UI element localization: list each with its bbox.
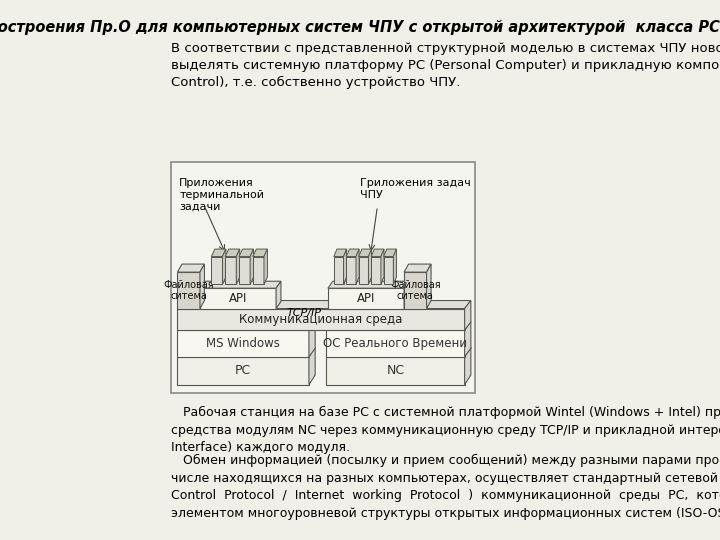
- Polygon shape: [464, 347, 471, 384]
- Polygon shape: [212, 256, 222, 285]
- FancyBboxPatch shape: [171, 162, 475, 393]
- Polygon shape: [326, 321, 471, 330]
- Polygon shape: [250, 249, 253, 285]
- Polygon shape: [328, 288, 404, 308]
- Polygon shape: [239, 256, 250, 285]
- Polygon shape: [177, 330, 309, 357]
- Polygon shape: [177, 347, 315, 357]
- Polygon shape: [326, 357, 464, 384]
- Text: PC: PC: [235, 364, 251, 377]
- Polygon shape: [381, 249, 384, 285]
- Polygon shape: [225, 256, 236, 285]
- Text: Приложения
терминальной
задачи: Приложения терминальной задачи: [179, 178, 264, 212]
- Text: Обмен информацией (посылку и прием сообщений) между разными парами программных м: Обмен информацией (посылку и прием сообщ…: [171, 454, 720, 520]
- Text: API: API: [229, 292, 247, 305]
- Text: В соответствии с представленной структурной моделью в системах ЧПУ нового поколе: В соответствии с представленной структур…: [171, 42, 720, 89]
- Polygon shape: [200, 288, 276, 308]
- Text: TCP/IP: TCP/IP: [287, 308, 321, 319]
- Text: ОС Реального Времени: ОС Реального Времени: [323, 337, 467, 350]
- Polygon shape: [404, 272, 426, 308]
- Polygon shape: [177, 321, 315, 330]
- Polygon shape: [426, 264, 431, 308]
- Polygon shape: [334, 256, 343, 285]
- Polygon shape: [404, 264, 431, 272]
- Polygon shape: [239, 249, 253, 256]
- Text: Коммуникационная среда: Коммуникационная среда: [239, 313, 402, 326]
- Polygon shape: [200, 281, 281, 288]
- Polygon shape: [328, 281, 409, 288]
- Polygon shape: [464, 301, 471, 330]
- Polygon shape: [372, 256, 381, 285]
- Text: MS Windows: MS Windows: [206, 337, 280, 350]
- Polygon shape: [334, 249, 346, 256]
- Polygon shape: [393, 249, 397, 285]
- Polygon shape: [343, 249, 346, 285]
- Polygon shape: [276, 281, 281, 308]
- Polygon shape: [326, 330, 464, 357]
- Polygon shape: [356, 249, 359, 285]
- Polygon shape: [177, 357, 309, 384]
- Polygon shape: [369, 249, 372, 285]
- Polygon shape: [464, 321, 471, 357]
- Polygon shape: [212, 249, 226, 256]
- Polygon shape: [236, 249, 240, 285]
- Text: API: API: [357, 292, 375, 305]
- Polygon shape: [384, 256, 393, 285]
- Polygon shape: [264, 249, 267, 285]
- Polygon shape: [359, 249, 372, 256]
- Text: Рабочая станция на базе PC с системной платформой Wintel (Windows + Intel) предо: Рабочая станция на базе PC с системной п…: [171, 406, 720, 454]
- Polygon shape: [177, 301, 471, 308]
- Polygon shape: [200, 264, 204, 308]
- Polygon shape: [177, 308, 464, 330]
- Polygon shape: [309, 347, 315, 384]
- Polygon shape: [372, 249, 384, 256]
- Polygon shape: [222, 249, 226, 285]
- Polygon shape: [359, 256, 369, 285]
- Polygon shape: [253, 256, 264, 285]
- Polygon shape: [309, 321, 315, 357]
- Polygon shape: [177, 264, 204, 272]
- Polygon shape: [404, 281, 409, 308]
- Polygon shape: [225, 249, 240, 256]
- Text: Файловая
ситема: Файловая ситема: [163, 280, 214, 301]
- Polygon shape: [326, 347, 471, 357]
- Polygon shape: [177, 272, 200, 308]
- Text: Файловая
ситема: Файловая ситема: [390, 280, 441, 301]
- Text: Структура построения Пр.О для компьютерных систем ЧПУ с открытой архитектурой  к: Структура построения Пр.О для компьютерн…: [0, 20, 720, 35]
- Polygon shape: [346, 256, 356, 285]
- Text: Гриложения задач
ЧПУ: Гриложения задач ЧПУ: [360, 178, 471, 200]
- Polygon shape: [346, 249, 359, 256]
- Text: NC: NC: [387, 364, 405, 377]
- Polygon shape: [253, 249, 267, 256]
- Polygon shape: [384, 249, 397, 256]
